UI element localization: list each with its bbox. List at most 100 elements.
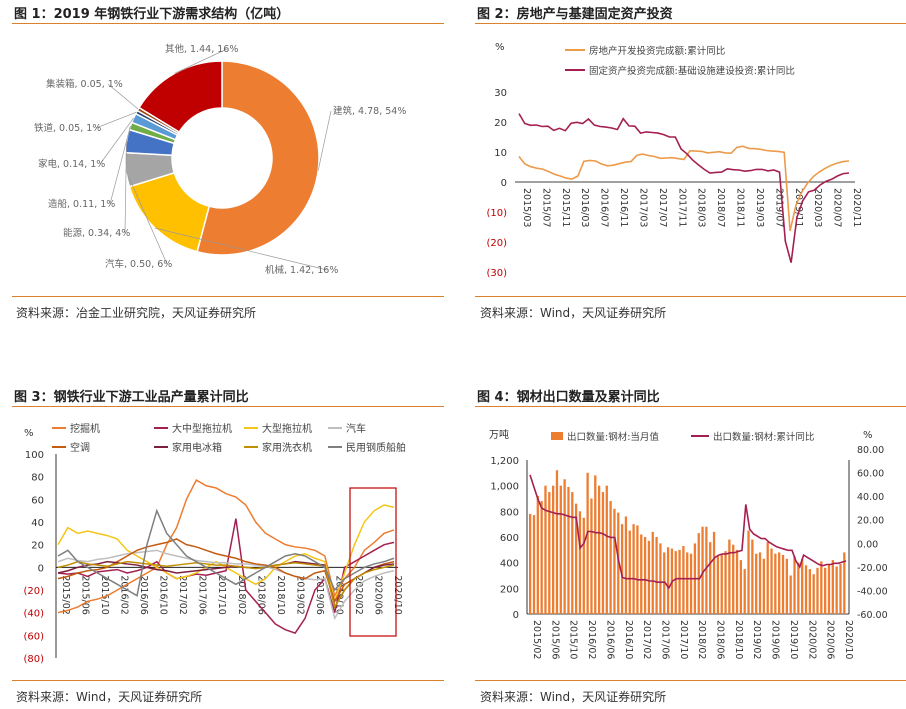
y-tick-label: 30 xyxy=(494,88,507,99)
x-tick-label: 2015/06 xyxy=(80,575,91,614)
legend-swatch xyxy=(551,432,563,440)
export-bar xyxy=(789,575,792,614)
x-tick-label: 2018/02 xyxy=(236,575,247,614)
y-tick-label: 0 xyxy=(38,563,44,574)
leader-line xyxy=(124,140,127,234)
export-bar xyxy=(597,485,601,614)
x-tick-label: 2020/02 xyxy=(806,620,817,659)
y-tick-label: 0 xyxy=(501,178,507,189)
legend-label: 大中型拖拉机 xyxy=(172,422,232,435)
export-bar xyxy=(827,563,831,614)
y-tick-label-right: -20.00 xyxy=(857,563,888,574)
leader-line xyxy=(107,83,139,110)
x-tick-label: 2015/10 xyxy=(99,575,110,614)
export-bar xyxy=(617,512,620,614)
export-bar xyxy=(843,552,846,614)
legend-label: 大型拖拉机 xyxy=(262,422,312,435)
x-tick-label: 2018/10 xyxy=(733,620,744,659)
legend-label: 出口数量:钢材:当月值 xyxy=(567,431,659,443)
x-tick-label: 2015/10 xyxy=(568,620,579,659)
series-line xyxy=(57,549,395,621)
y-tick-label: (60) xyxy=(23,631,44,642)
combo-chart-steel-exports: 万吨 % 0 200 400 600 800 1,000 1,200 -60.00 -40.00 -2… xyxy=(489,428,888,659)
export-bar xyxy=(770,548,773,614)
chart-3-title: 图 3：钢铁行业下游工业品产量累计同比 xyxy=(14,390,249,405)
export-bar xyxy=(712,531,716,614)
yoy-line xyxy=(529,474,847,590)
export-bar xyxy=(544,485,547,614)
export-bar xyxy=(651,531,654,614)
export-bar xyxy=(682,545,685,614)
export-bar xyxy=(824,567,827,614)
leader-line xyxy=(99,117,134,165)
donut-slice xyxy=(128,171,211,253)
export-bar xyxy=(536,495,539,614)
export-bar xyxy=(659,543,662,614)
x-tick-label: 2019/03 xyxy=(754,188,765,227)
export-bar xyxy=(778,552,781,614)
y-tick-label: (10) xyxy=(486,208,507,219)
export-bar xyxy=(586,472,589,614)
export-bar xyxy=(532,515,536,614)
x-tick-label: 2017/02 xyxy=(641,620,652,659)
y-tick-label: 80 xyxy=(31,473,44,484)
slice-label: 汽车, 0.50, 6% xyxy=(105,258,172,270)
x-tick-label: 2017/10 xyxy=(216,575,227,614)
export-bar xyxy=(793,556,796,614)
leader-line xyxy=(154,227,328,271)
x-tick-label: 2016/06 xyxy=(604,620,615,659)
y-tick-label: (20) xyxy=(23,586,44,597)
export-bar xyxy=(643,537,647,614)
source-note-2: 资料来源：Wind，天风证券研究所 xyxy=(480,306,667,320)
export-bar xyxy=(839,563,842,614)
donut-slice xyxy=(196,60,320,256)
export-bar xyxy=(732,544,735,614)
x-tick-label: 2020/06 xyxy=(372,575,383,614)
x-tick-label: 2015/07 xyxy=(540,188,551,227)
legend-label: 空调 xyxy=(70,441,90,454)
slice-label: 建筑, 4.78, 54% xyxy=(333,105,406,117)
x-tick-label: 2017/06 xyxy=(659,620,670,659)
x-tick-label: 2018/11 xyxy=(735,188,746,227)
export-bar xyxy=(801,558,804,614)
x-tick-label: 2015/02 xyxy=(531,620,542,659)
export-bar xyxy=(636,525,639,614)
chart-4-title: 图 4：钢材出口数量及累计同比 xyxy=(477,390,660,405)
export-bar xyxy=(628,530,631,614)
x-tick-label: 2018/10 xyxy=(275,575,286,614)
export-bar xyxy=(808,569,811,614)
series-line xyxy=(57,518,395,634)
slice-label: 能源, 0.34, 4% xyxy=(63,227,130,239)
export-bar xyxy=(716,556,720,614)
y-tick-label: (20) xyxy=(486,238,507,249)
leader-line xyxy=(95,111,137,129)
export-bar xyxy=(739,560,743,614)
x-tick-label: 2016/07 xyxy=(599,188,610,227)
export-bar xyxy=(620,524,624,614)
export-bar xyxy=(559,485,562,614)
export-bar xyxy=(548,492,551,614)
export-bar xyxy=(605,485,608,614)
y-tick-label: (80) xyxy=(23,654,44,665)
export-bar xyxy=(816,567,819,614)
export-bar xyxy=(758,552,762,614)
legend-label: 家用洗衣机 xyxy=(262,441,312,454)
slice-label: 造船, 0.11, 1% xyxy=(48,198,115,210)
x-tick-label: 2018/06 xyxy=(255,575,266,614)
y-tick-label-right: 80.00 xyxy=(857,445,884,456)
export-bar xyxy=(697,533,700,614)
export-bar xyxy=(705,526,708,614)
export-bar xyxy=(582,517,585,614)
y-axis-unit: % xyxy=(24,428,34,439)
export-bar xyxy=(755,553,758,614)
export-bar xyxy=(609,501,612,614)
export-bar xyxy=(724,551,727,614)
legend-label: 民用钢质船舶 xyxy=(346,441,406,454)
y-tick-label-left: 600 xyxy=(500,533,519,544)
export-bar xyxy=(735,549,739,614)
x-tick-label: 2016/02 xyxy=(586,620,597,659)
legend-label: 出口数量:钢材:累计同比 xyxy=(713,431,814,443)
x-tick-label: 2020/11 xyxy=(851,188,862,227)
x-tick-label: 2020/10 xyxy=(843,620,854,659)
x-tick-label: 2015/11 xyxy=(560,188,571,227)
